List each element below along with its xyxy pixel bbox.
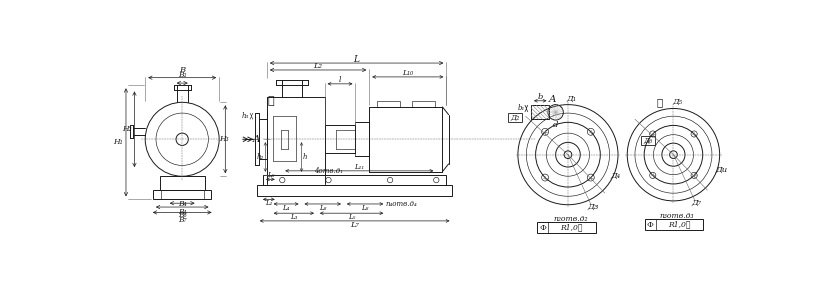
Text: h₂: h₂ <box>257 153 263 161</box>
Bar <box>508 113 521 122</box>
Text: L₈: L₈ <box>361 204 369 212</box>
Text: L₃: L₃ <box>290 213 298 221</box>
Text: 4отв.д₁: 4отв.д₁ <box>314 167 343 175</box>
Bar <box>412 101 435 107</box>
Text: b₁: b₁ <box>517 105 525 113</box>
Bar <box>263 175 446 185</box>
Text: Φ: Φ <box>647 221 653 229</box>
Text: B: B <box>179 66 186 74</box>
Text: 䄞: 䄞 <box>267 96 274 106</box>
Text: L₅: L₅ <box>348 213 356 221</box>
Text: Д₅: Д₅ <box>672 98 682 106</box>
Text: h: h <box>303 153 308 161</box>
Text: Φ: Φ <box>539 224 546 232</box>
Text: d: d <box>553 122 559 129</box>
Text: R1,0Ⓜ: R1,0Ⓜ <box>560 224 583 232</box>
Text: B₇: B₇ <box>178 216 186 224</box>
Text: R1,0Ⓜ: R1,0Ⓜ <box>668 221 691 229</box>
Bar <box>531 105 549 119</box>
Text: L₁: L₁ <box>265 199 272 207</box>
Text: h₃: h₃ <box>242 112 249 120</box>
Text: L₆: L₆ <box>266 171 274 179</box>
Text: L₁₁: L₁₁ <box>354 163 365 171</box>
Text: n₃отв.д₃: n₃отв.д₃ <box>659 212 694 220</box>
Text: Ди: Ди <box>715 166 728 174</box>
Text: Д₄: Д₄ <box>610 172 620 180</box>
Text: n₂отв.д₂: n₂отв.д₂ <box>554 215 588 223</box>
Bar <box>537 222 596 233</box>
Text: L₄: L₄ <box>282 204 290 212</box>
Text: Д₇: Д₇ <box>691 198 701 206</box>
Text: l: l <box>339 76 342 84</box>
Text: Д₂: Д₂ <box>510 114 520 122</box>
Text: b: b <box>538 93 543 101</box>
Text: B₆: B₆ <box>178 211 186 219</box>
Bar <box>160 176 205 190</box>
Text: H₃: H₃ <box>219 135 229 143</box>
Bar <box>645 219 704 230</box>
Text: L₈: L₈ <box>319 204 327 212</box>
Text: H₂: H₂ <box>122 125 131 133</box>
Text: L₁₀: L₁₀ <box>403 69 413 77</box>
Text: Д₆: Д₆ <box>644 137 653 145</box>
Bar <box>641 136 655 145</box>
Text: Дз: Дз <box>587 203 598 211</box>
Text: n₄отв.д₄: n₄отв.д₄ <box>386 200 417 208</box>
Text: B₁: B₁ <box>178 71 186 79</box>
Text: B₄: B₄ <box>178 208 186 216</box>
Text: L: L <box>354 55 360 64</box>
Text: A: A <box>549 95 556 104</box>
Text: 䄞: 䄞 <box>657 98 662 107</box>
Text: B₄: B₄ <box>178 200 186 208</box>
Text: H₁: H₁ <box>113 138 123 146</box>
Bar <box>257 185 452 196</box>
Bar <box>153 190 211 199</box>
Text: L₂: L₂ <box>314 62 323 70</box>
Text: A: A <box>253 135 261 144</box>
Text: Д₁: Д₁ <box>567 95 577 103</box>
Bar <box>377 101 400 107</box>
Text: L₇: L₇ <box>350 221 359 229</box>
